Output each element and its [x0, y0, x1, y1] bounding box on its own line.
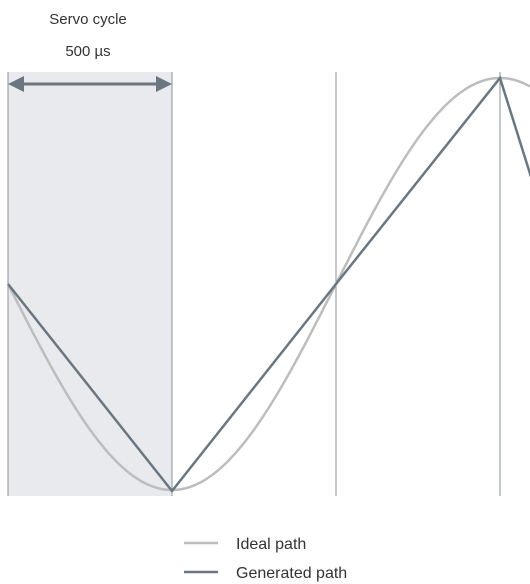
arrow-head-right-icon [156, 76, 172, 92]
legend-item-generated-path: Generated path [184, 565, 347, 582]
legend-label-ideal-path: Ideal path [236, 536, 306, 553]
ideal-path-curve [6, 76, 530, 492]
generated-path-line [7, 75, 530, 494]
legend: Ideal path Generated path [184, 536, 347, 582]
legend-label-generated-path: Generated path [236, 565, 347, 582]
servo-cycle-value: 500 µs [65, 43, 110, 60]
servo-cycle-shaded-region [8, 72, 172, 496]
legend-item-ideal-path: Ideal path [184, 536, 306, 553]
arrow-head-left-icon [8, 76, 24, 92]
servo-cycle-title: Servo cycle [49, 11, 127, 28]
servo-cycle-arrow [8, 76, 172, 92]
